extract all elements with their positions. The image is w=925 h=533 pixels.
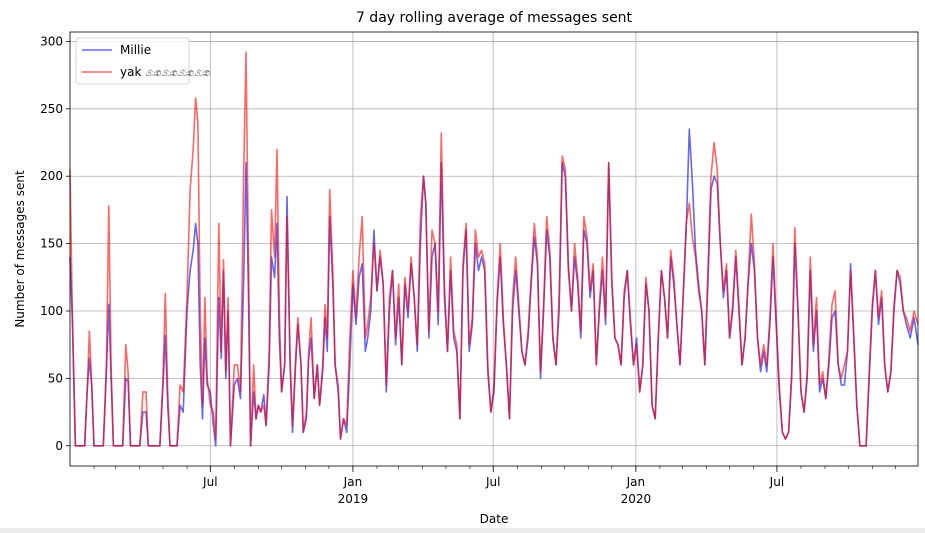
y-tick-label: 50 <box>48 371 63 385</box>
legend-label: yak 𓃭𓃭𓃭𓃭 <box>120 65 211 79</box>
window-bottom-edge <box>0 528 925 533</box>
y-tick-label: 100 <box>40 304 63 318</box>
x-tick-year-label: 2019 <box>338 492 369 506</box>
plot-frame <box>69 31 919 467</box>
y-tick-label: 150 <box>40 237 63 251</box>
x-tick-label: Jan <box>343 475 363 489</box>
series-lines <box>69 51 919 447</box>
x-tick-label: Jan <box>626 475 646 489</box>
y-tick-label: 300 <box>40 34 63 48</box>
x-tick-label: Jul <box>769 475 784 489</box>
y-tick-label: 0 <box>55 439 63 453</box>
chart-title: 7 day rolling average of messages sent <box>356 10 633 26</box>
x-tick-label: Jul <box>485 475 500 489</box>
x-tick-year-label: 2020 <box>621 492 652 506</box>
x-axis: Jul Jan 2019 Jul Jan 2020 Jul <box>93 466 896 506</box>
x-tick-label: Jul <box>202 475 217 489</box>
x-axis-label: Date <box>480 512 509 526</box>
y-tick-label: 200 <box>40 169 63 183</box>
series-line-2 <box>69 51 919 447</box>
legend: Millie yak 𓃭𓃭𓃭𓃭 <box>75 37 211 85</box>
y-axis-label: Number of messages sent <box>13 170 27 328</box>
legend-label: Millie <box>120 43 151 57</box>
y-axis: 0 50 100 150 200 250 300 <box>40 34 70 453</box>
y-tick-label: 250 <box>40 102 63 116</box>
